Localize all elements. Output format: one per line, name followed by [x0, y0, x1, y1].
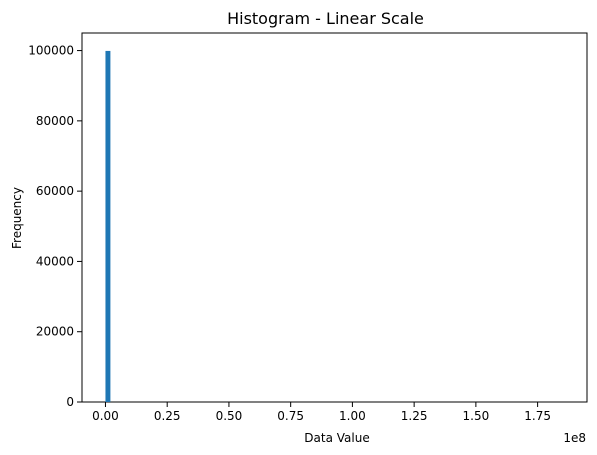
- x-tick-label-4: 0.75: [277, 409, 304, 423]
- x-axis-label: Data Value: [304, 431, 369, 445]
- x-tick-label-8: 1.75: [524, 409, 551, 423]
- x-tick-label-3: 0.50: [216, 409, 243, 423]
- y-axis-ticks: 0 20000 40000 60000 80000 100000: [28, 44, 82, 409]
- x-tick-label-2: 0.25: [154, 409, 181, 423]
- chart-title: Histogram - Linear Scale: [227, 9, 424, 28]
- plot-area: 0.00 0.25 0.50 0.75 1.00 1.25 1.50 1.75 0 20000 4…: [28, 32, 588, 423]
- x-tick-label-1: 0.00: [92, 409, 119, 423]
- x-tick-label-5: 1.00: [339, 409, 366, 423]
- histogram-bars: [105, 50, 111, 403]
- y-tick-label-3: 40000: [36, 254, 74, 268]
- histogram-bar-1: [105, 50, 111, 403]
- y-tick-label-4: 60000: [36, 184, 74, 198]
- y-tick-label-5: 80000: [36, 114, 74, 128]
- y-tick-label-1: 0: [66, 395, 74, 409]
- plot-frame: [81, 32, 588, 403]
- x-axis-ticks: 0.00 0.25 0.50 0.75 1.00 1.25 1.50 1.75: [92, 402, 551, 423]
- y-tick-label-6: 100000: [28, 44, 74, 58]
- y-tick-label-2: 20000: [36, 325, 74, 339]
- x-tick-label-6: 1.25: [401, 409, 428, 423]
- x-axis-offset-text: 1e8: [563, 431, 586, 445]
- y-axis-label: Frequency: [10, 187, 24, 249]
- x-tick-label-7: 1.50: [463, 409, 490, 423]
